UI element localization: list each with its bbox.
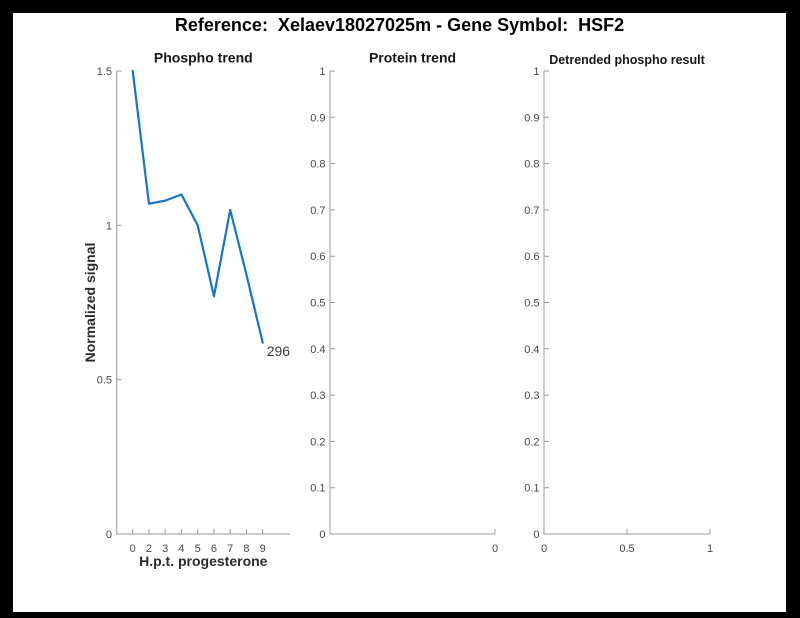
y-tick-label: 0.4 <box>310 344 325 356</box>
y-tick-label: 0.5 <box>524 298 539 310</box>
x-tick-label: 5 <box>195 543 201 555</box>
detrended-xtick-marks <box>543 529 711 534</box>
y-tick-label: 0.2 <box>310 436 325 448</box>
y-tick-label: 0.9 <box>310 112 325 124</box>
figure-title: Reference: Xelaev18027025m - Gene Symbol… <box>175 15 624 35</box>
y-tick-label: 0 <box>106 529 112 541</box>
detrended-phospho-plot: Detrended phospho result 0 0.1 0.2 0.3 0… <box>524 53 713 555</box>
figure-canvas: Reference: Xelaev18027025m - Gene Symbol… <box>82 15 713 570</box>
x-tick-label: 8 <box>243 543 249 555</box>
x-tick-label: 1 <box>707 543 713 555</box>
x-tick-label: 2 <box>146 543 152 555</box>
protein-ytick-marks <box>330 70 335 535</box>
protein-axes-spine <box>329 71 495 535</box>
y-tick-label: 0.1 <box>524 483 539 495</box>
x-axis-label: H.p.t. progesterone <box>139 553 268 569</box>
y-tick-label: 0 <box>533 529 539 541</box>
detrended-phospho-title: Detrended phospho result <box>549 53 705 67</box>
y-tick-label: 0.8 <box>524 159 539 171</box>
y-tick-label: 0.4 <box>524 344 539 356</box>
protein-trend-title: Protein trend <box>369 50 456 66</box>
y-tick-label: 0.7 <box>524 205 539 217</box>
y-axis-label: Normalized signal <box>82 243 98 363</box>
x-tick-label: 0 <box>492 543 498 555</box>
y-tick-label: 0.8 <box>310 159 325 171</box>
line-end-annotation: 296 <box>267 343 291 359</box>
y-tick-label: 0.6 <box>524 251 539 263</box>
matlab-figure: Reference: Xelaev18027025m - Gene Symbol… <box>13 13 786 612</box>
y-tick-label: 0.3 <box>524 390 539 402</box>
y-tick-label: 0.5 <box>310 298 325 310</box>
y-tick-label: 1 <box>533 66 539 78</box>
y-tick-label: 0.2 <box>524 436 539 448</box>
phospho-xtick-marks <box>132 529 264 534</box>
y-tick-label: 1 <box>106 220 112 232</box>
detrended-axes-spine <box>543 71 710 535</box>
y-tick-label: 0.7 <box>310 205 325 217</box>
y-tick-label: 0.5 <box>97 375 112 387</box>
phospho-trend-title: Phospho trend <box>154 50 253 66</box>
y-tick-label: 0.9 <box>524 112 539 124</box>
y-tick-label: 0.6 <box>310 251 325 263</box>
x-tick-label: 6 <box>211 543 217 555</box>
phospho-ytick-marks <box>116 70 122 535</box>
x-tick-label: 0 <box>130 543 136 555</box>
y-tick-label: 0.1 <box>310 483 325 495</box>
y-tick-label: 0.3 <box>310 390 325 402</box>
protein-trend-plot: Protein trend 0 0.1 0.2 0.3 0.4 0.5 0.6 … <box>310 50 498 556</box>
y-tick-label: 1 <box>319 66 325 78</box>
x-tick-label: 4 <box>178 543 184 555</box>
detrended-ytick-marks <box>544 70 549 535</box>
phospho-axes-spine <box>116 71 290 535</box>
y-tick-label: 1.5 <box>97 66 112 78</box>
x-tick-label: 3 <box>162 543 168 555</box>
x-tick-label: 7 <box>227 543 233 555</box>
x-tick-label: 0 <box>541 543 547 555</box>
phospho-trend-line <box>131 69 264 344</box>
y-tick-label: 0 <box>319 529 325 541</box>
x-tick-label: 9 <box>260 543 266 555</box>
phospho-trend-plot: Phospho trend 0 0.5 1 1.5 0 2 3 4 5 6 7 … <box>82 50 290 570</box>
x-tick-label: 0.5 <box>619 543 634 555</box>
